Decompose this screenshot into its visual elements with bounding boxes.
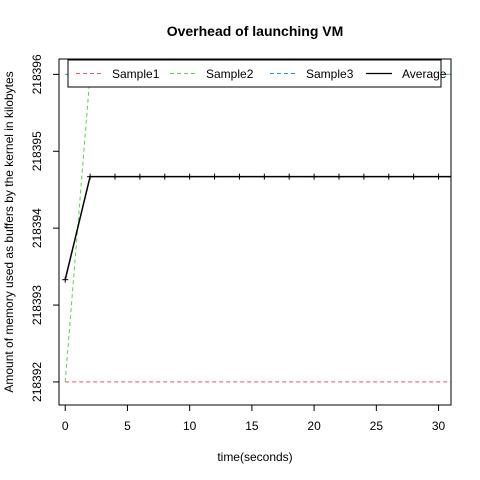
point-average-16 <box>448 173 451 180</box>
x-tick-label-0: 0 <box>62 419 69 433</box>
x-axis: 0 5 10 15 20 25 30 <box>62 405 446 433</box>
point-average-8 <box>261 173 268 180</box>
y-axis: 218392 218393 218394 218395 218396 <box>30 54 59 402</box>
legend-entry-sample3: Sample3 <box>270 67 354 81</box>
legend-entry-sample1: Sample1 <box>76 67 160 81</box>
point-average-14 <box>410 173 417 180</box>
point-average-7 <box>236 173 243 180</box>
legend-entry-average: Average <box>366 67 447 81</box>
y-tick-label-2: 218394 <box>30 208 44 248</box>
x-axis-label: time(seconds) <box>217 450 292 464</box>
x-tick-label-5: 25 <box>370 419 384 433</box>
x-tick-label-2: 10 <box>183 419 197 433</box>
point-average-13 <box>385 173 392 180</box>
legend: Sample1 Sample2 Sample3 Average <box>67 59 447 88</box>
legend-label-sample2: Sample2 <box>206 67 254 81</box>
point-average-9 <box>286 173 293 180</box>
point-average-2 <box>112 173 118 180</box>
point-average-12 <box>360 173 367 180</box>
point-average-1 <box>87 173 94 180</box>
y-tick-label-1: 218393 <box>30 285 44 325</box>
legend-entries: Sample1 Sample2 Sample3 Average <box>76 67 447 81</box>
point-average-0 <box>62 276 69 283</box>
y-axis-label: Amount of memory used as buffers by the … <box>2 71 16 392</box>
legend-entry-sample2: Sample2 <box>170 67 254 81</box>
y-tick-label-4: 218396 <box>30 54 44 94</box>
y-tick-label-0: 218392 <box>30 362 44 402</box>
legend-label-sample3: Sample3 <box>306 67 354 81</box>
point-average-6 <box>211 173 218 180</box>
chart-title: Overhead of launching VM <box>167 23 344 39</box>
point-average-3 <box>136 173 143 180</box>
x-tick-label-1: 5 <box>124 419 131 433</box>
y-tick-label-3: 218395 <box>30 131 44 171</box>
legend-label-sample1: Sample1 <box>112 67 160 81</box>
point-average-5 <box>186 173 193 180</box>
plot-frame <box>58 58 452 406</box>
point-average-11 <box>336 173 342 180</box>
point-average-15 <box>435 173 442 180</box>
x-tick-label-3: 15 <box>245 419 259 433</box>
x-tick-label-4: 20 <box>307 419 321 433</box>
point-average-4 <box>161 173 168 180</box>
point-average-10 <box>311 173 318 180</box>
legend-label-average: Average <box>402 67 447 81</box>
x-tick-label-6: 30 <box>432 419 446 433</box>
